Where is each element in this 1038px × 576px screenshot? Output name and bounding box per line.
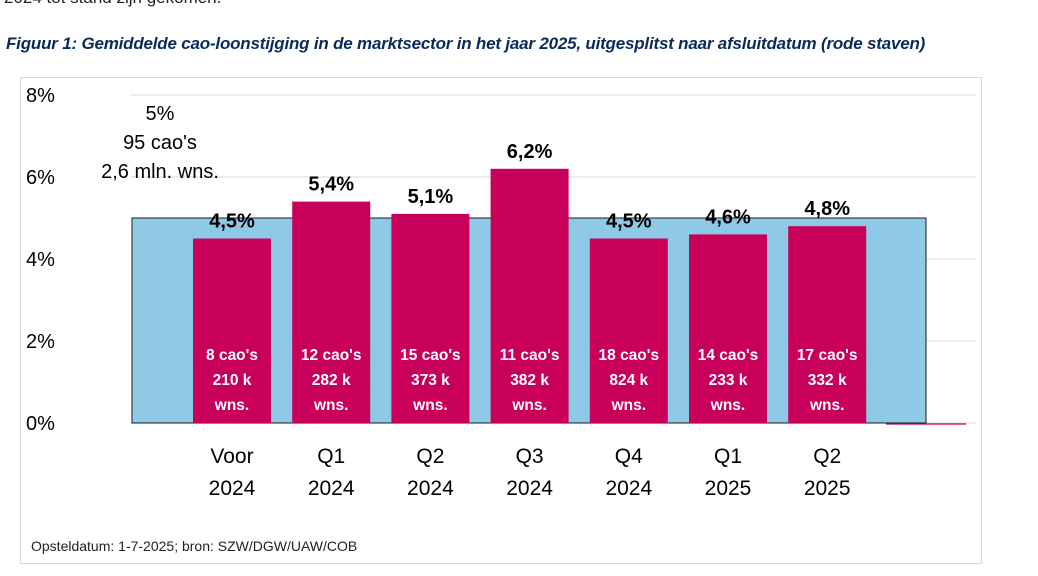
bar-inner-label: wns.: [511, 397, 546, 414]
figure-title: Figuur 1: Gemiddelde cao-loonstijging in…: [6, 34, 926, 53]
x-tick-label: Voor: [210, 445, 253, 468]
bar: [589, 238, 668, 423]
bar: [788, 226, 867, 423]
bar-inner-label: wns.: [313, 397, 348, 414]
background-bar-label: 5%: [146, 103, 175, 125]
bar-inner-label: 373 k: [411, 372, 450, 389]
x-tick-label: 2024: [209, 477, 256, 500]
x-tick-label: 2024: [506, 477, 553, 500]
x-tick-label: 2024: [605, 477, 652, 500]
bar: [391, 213, 470, 423]
source-note: Opsteldatum: 1-7-2025; bron: SZW/DGW/UAW…: [31, 538, 358, 554]
bar-inner-label: 15 cao's: [400, 347, 461, 364]
bar-inner-label: 18 cao's: [599, 347, 660, 364]
bar-value-label: 4,6%: [705, 206, 751, 228]
bar: [292, 201, 371, 423]
y-tick-label: 0%: [26, 413, 55, 435]
background-bar-label: 95 cao's: [123, 132, 197, 154]
bar-inner-label: 210 k: [213, 372, 252, 389]
x-tick-label: Q1: [714, 445, 742, 468]
x-tick-label: 2024: [308, 477, 355, 500]
bar-inner-label: wns.: [214, 397, 249, 414]
x-tick-label: Q4: [615, 445, 643, 468]
bar-value-label: 4,8%: [804, 198, 850, 220]
bar-inner-label: 282 k: [312, 372, 351, 389]
bar-inner-label: 14 cao's: [698, 347, 759, 364]
bar-value-label: 5,4%: [308, 174, 354, 196]
y-tick-label: 4%: [26, 249, 55, 271]
bar-inner-label: wns.: [809, 397, 844, 414]
x-tick-label: Q3: [516, 445, 544, 468]
bar-inner-label: 233 k: [709, 372, 748, 389]
bar-inner-label: 332 k: [808, 372, 847, 389]
bar-inner-label: 17 cao's: [797, 347, 858, 364]
x-tick-label: 2024: [407, 477, 454, 500]
y-tick-label: 8%: [26, 85, 55, 107]
bar-inner-label: 382 k: [510, 372, 549, 389]
bar-inner-label: 8 cao's: [206, 347, 258, 364]
y-tick-label: 6%: [26, 167, 55, 189]
x-tick-label: 2025: [705, 477, 752, 500]
bar-inner-label: wns.: [611, 397, 646, 414]
bar-value-label: 5,1%: [408, 186, 454, 208]
bar-value-label: 4,5%: [606, 211, 652, 233]
x-tick-label: 2025: [804, 477, 851, 500]
bar-chart: 0% 2% 4% 6% 8% 5% 95 cao's 2,6 mln. wns. 4,5% 8 c…: [26, 85, 976, 500]
clipped-paragraph-text: 2024 tot stand zijn gekomen.: [4, 0, 221, 8]
bar-value-label: 4,5%: [209, 211, 255, 233]
background-bar-label: 2,6 mln. wns.: [101, 161, 219, 183]
y-tick-label: 2%: [26, 331, 55, 353]
bar-value-label: 6,2%: [507, 141, 553, 163]
bar: [490, 168, 569, 423]
bar-inner-label: 12 cao's: [301, 347, 362, 364]
bar-inner-label: wns.: [412, 397, 447, 414]
bar-inner-label: 824 k: [609, 372, 648, 389]
x-tick-label: Q1: [317, 445, 345, 468]
x-tick-label: Q2: [416, 445, 444, 468]
bar-inner-label: 11 cao's: [500, 347, 560, 364]
bar: [193, 238, 271, 423]
bar-inner-label: wns.: [710, 397, 745, 414]
chart-frame: 0% 2% 4% 6% 8% 5% 95 cao's 2,6 mln. wns. 4,5% 8 c…: [20, 77, 982, 564]
bar: [689, 234, 767, 423]
x-tick-label: Q2: [813, 445, 841, 468]
